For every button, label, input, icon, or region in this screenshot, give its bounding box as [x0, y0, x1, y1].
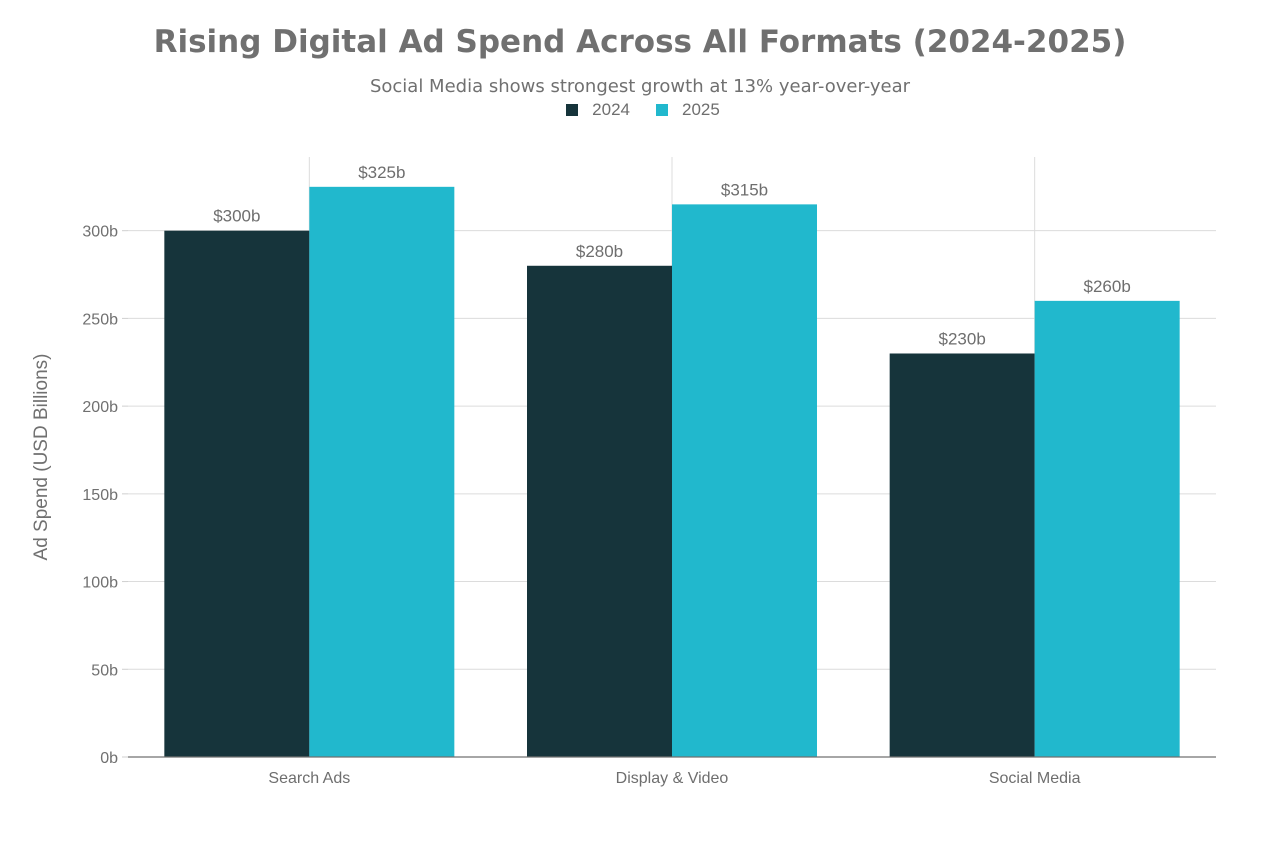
chart-subtitle: Social Media shows strongest growth at 1… [369, 76, 911, 97]
legend-item-2025[interactable]: 2025 [656, 100, 720, 120]
legend-label-2025: 2025 [682, 100, 720, 119]
x-tick-label-search-ads: Search Ads [268, 770, 350, 787]
data-label-search-ads-2025: $325b [358, 163, 405, 182]
data-label-social-media-2024: $230b [939, 329, 986, 348]
bar-social-media-2025[interactable] [1034, 300, 1180, 757]
labels-layer: $300b $325b $280b $315b $230b $260b [213, 163, 1131, 349]
y-tick-label-250: 250b [82, 311, 118, 328]
bar-search-ads-2025[interactable] [309, 186, 455, 757]
data-label-display-video-2025: $315b [721, 180, 768, 199]
y-tick-label-150: 150b [82, 487, 118, 504]
legend: 2024 2025 [0, 100, 1280, 120]
y-tick-label-50: 50b [91, 662, 118, 679]
legend-label-2024: 2024 [592, 100, 630, 119]
data-label-social-media-2025: $260b [1084, 277, 1131, 296]
data-label-display-video-2024: $280b [576, 242, 623, 261]
x-tick-label-display-video: Display & Video [616, 770, 729, 787]
y-tick-label-200: 200b [82, 399, 118, 416]
axis-layer: 0b 50b 100b 150b 200b 250b 300b Search Ads Displ… [82, 224, 1216, 787]
bar-display-video-2025[interactable] [672, 204, 817, 758]
legend-item-2024[interactable]: 2024 [566, 100, 630, 120]
y-tick-label-300: 300b [82, 224, 118, 241]
y-tick-label-100: 100b [82, 575, 118, 592]
bar-display-video-2024[interactable] [527, 265, 672, 757]
chart-title: Rising Digital Ad Spend Across All Forma… [153, 24, 1127, 60]
legend-swatch-2024 [566, 104, 579, 116]
bars-layer [164, 186, 1180, 758]
bar-search-ads-2024[interactable] [164, 230, 310, 757]
bar-social-media-2024[interactable] [889, 353, 1035, 757]
y-axis-label: Ad Spend (USD Billions) [31, 354, 52, 561]
x-tick-label-social-media: Social Media [989, 770, 1081, 787]
y-tick-label-0: 0b [100, 750, 118, 767]
legend-swatch-2025 [656, 104, 668, 116]
data-label-search-ads-2024: $300b [213, 207, 260, 226]
